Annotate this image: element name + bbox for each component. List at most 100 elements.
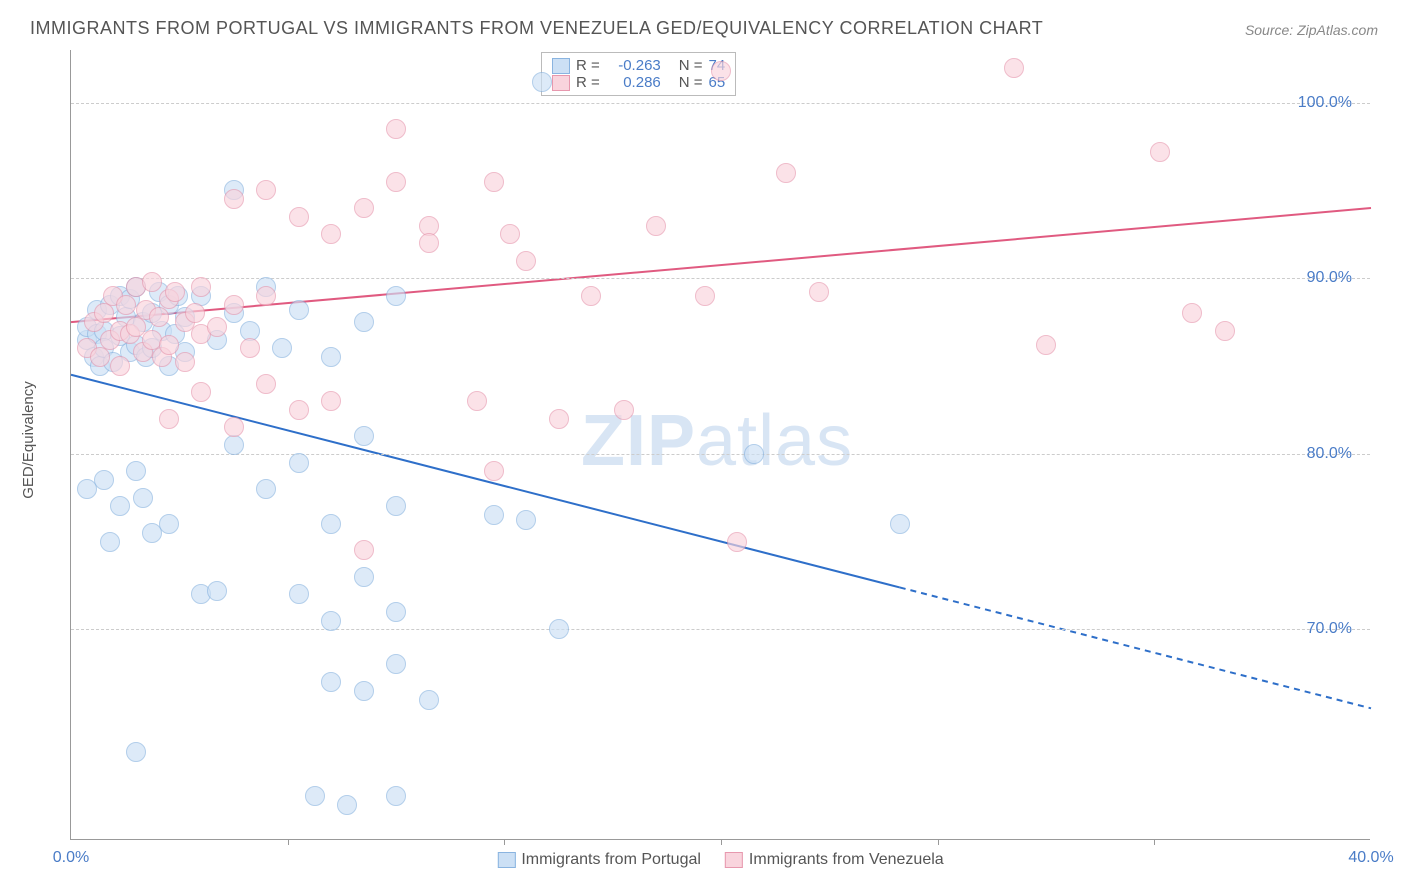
data-point-venezuela	[240, 338, 260, 358]
data-point-venezuela	[727, 532, 747, 552]
data-point-portugal	[272, 338, 292, 358]
data-point-portugal	[386, 496, 406, 516]
data-point-venezuela	[256, 286, 276, 306]
data-point-portugal	[321, 347, 341, 367]
data-point-portugal	[386, 786, 406, 806]
y-tick-label: 90.0%	[1282, 269, 1362, 287]
data-point-venezuela	[165, 282, 185, 302]
y-tick-label: 70.0%	[1282, 620, 1362, 638]
data-point-portugal	[133, 488, 153, 508]
legend-item: Immigrants from Venezuela	[725, 851, 944, 869]
data-point-venezuela	[386, 172, 406, 192]
data-point-portugal	[110, 496, 130, 516]
y-tick-label: 100.0%	[1282, 94, 1362, 112]
data-point-portugal	[744, 444, 764, 464]
data-point-portugal	[516, 510, 536, 530]
data-point-portugal	[484, 505, 504, 525]
data-point-venezuela	[289, 207, 309, 227]
plot-area: ZIPatlas R = -0.263N = 74R = 0.286N = 65…	[70, 50, 1370, 840]
data-point-portugal	[890, 514, 910, 534]
gridline-h	[71, 454, 1370, 455]
data-point-venezuela	[191, 382, 211, 402]
data-point-portugal	[386, 654, 406, 674]
data-point-venezuela	[549, 409, 569, 429]
data-point-venezuela	[646, 216, 666, 236]
data-point-portugal	[289, 300, 309, 320]
data-point-portugal	[305, 786, 325, 806]
data-point-portugal	[549, 619, 569, 639]
data-point-venezuela	[419, 233, 439, 253]
y-axis-title: GED/Equivalency	[20, 381, 37, 499]
data-point-portugal	[386, 286, 406, 306]
data-point-venezuela	[191, 277, 211, 297]
data-point-venezuela	[90, 347, 110, 367]
data-point-venezuela	[354, 198, 374, 218]
data-point-venezuela	[256, 374, 276, 394]
data-point-venezuela	[809, 282, 829, 302]
data-point-venezuela	[484, 461, 504, 481]
data-point-portugal	[289, 584, 309, 604]
data-point-venezuela	[94, 303, 114, 323]
data-point-venezuela	[500, 224, 520, 244]
data-point-portugal	[354, 312, 374, 332]
data-point-venezuela	[185, 303, 205, 323]
data-point-venezuela	[207, 317, 227, 337]
gridline-h	[71, 103, 1370, 104]
data-point-venezuela	[581, 286, 601, 306]
x-tick-mark	[504, 839, 505, 845]
data-point-venezuela	[149, 307, 169, 327]
stats-row-portugal: R = -0.263N = 74	[552, 57, 725, 74]
regression-lines	[71, 50, 1370, 839]
data-point-venezuela	[467, 391, 487, 411]
data-point-portugal	[77, 479, 97, 499]
source-label: Source: ZipAtlas.com	[1245, 22, 1378, 38]
data-point-venezuela	[516, 251, 536, 271]
data-point-venezuela	[224, 189, 244, 209]
stats-row-venezuela: R = 0.286N = 65	[552, 74, 725, 91]
data-point-venezuela	[711, 61, 731, 81]
data-point-venezuela	[1150, 142, 1170, 162]
data-point-venezuela	[224, 417, 244, 437]
x-tick-mark	[288, 839, 289, 845]
data-point-portugal	[354, 567, 374, 587]
legend-item: Immigrants from Portugal	[497, 851, 701, 869]
x-tick-label: 40.0%	[1348, 849, 1393, 867]
x-tick-label: 0.0%	[53, 849, 89, 867]
data-point-portugal	[386, 602, 406, 622]
bottom-legend: Immigrants from Portugal Immigrants from …	[497, 851, 943, 869]
data-point-venezuela	[695, 286, 715, 306]
data-point-venezuela	[354, 540, 374, 560]
data-point-portugal	[207, 581, 227, 601]
data-point-venezuela	[289, 400, 309, 420]
data-point-venezuela	[386, 119, 406, 139]
data-point-portugal	[354, 426, 374, 446]
data-point-venezuela	[484, 172, 504, 192]
data-point-venezuela	[256, 180, 276, 200]
data-point-venezuela	[142, 272, 162, 292]
data-point-portugal	[126, 742, 146, 762]
x-tick-mark	[721, 839, 722, 845]
data-point-portugal	[126, 461, 146, 481]
data-point-venezuela	[1004, 58, 1024, 78]
data-point-portugal	[289, 453, 309, 473]
data-point-portugal	[354, 681, 374, 701]
x-tick-mark	[1154, 839, 1155, 845]
data-point-venezuela	[224, 295, 244, 315]
x-tick-mark	[938, 839, 939, 845]
data-point-portugal	[532, 72, 552, 92]
data-point-venezuela	[1036, 335, 1056, 355]
data-point-venezuela	[321, 224, 341, 244]
data-point-venezuela	[1215, 321, 1235, 341]
data-point-venezuela	[159, 409, 179, 429]
data-point-venezuela	[614, 400, 634, 420]
data-point-portugal	[321, 514, 341, 534]
data-point-portugal	[224, 435, 244, 455]
data-point-portugal	[321, 611, 341, 631]
data-point-venezuela	[776, 163, 796, 183]
data-point-portugal	[337, 795, 357, 815]
data-point-venezuela	[175, 352, 195, 372]
data-point-venezuela	[110, 356, 130, 376]
stats-legend: R = -0.263N = 74R = 0.286N = 65	[541, 52, 736, 96]
gridline-h	[71, 629, 1370, 630]
chart-title: IMMIGRANTS FROM PORTUGAL VS IMMIGRANTS F…	[30, 18, 1043, 39]
